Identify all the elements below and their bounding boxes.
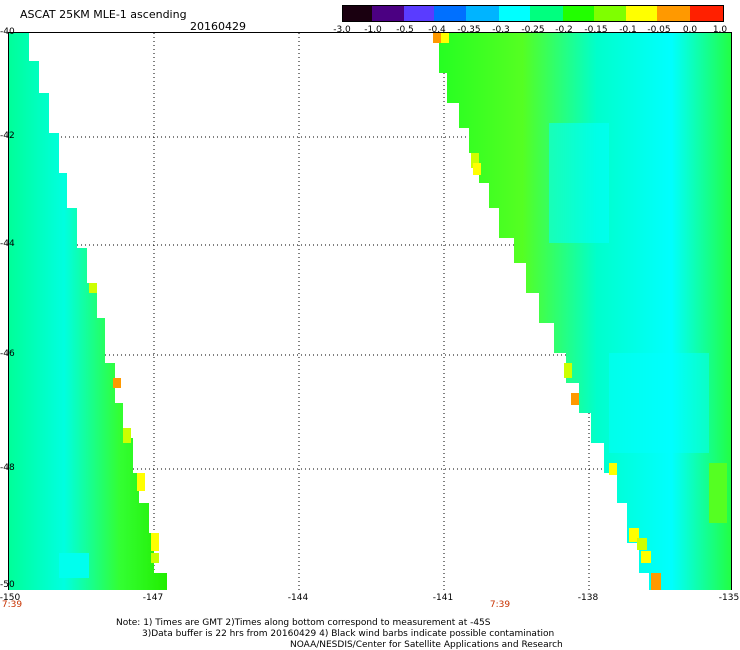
map-plot-area bbox=[8, 32, 732, 590]
colorbar-tick: -3.0 bbox=[333, 25, 351, 35]
colorbar-segment-4 bbox=[434, 6, 466, 21]
lon-label: -150 bbox=[0, 593, 21, 603]
colorbar-tick: -0.2 bbox=[555, 25, 573, 35]
colorbar-segment-10 bbox=[626, 6, 657, 21]
map-title: ASCAT 25KM MLE-1 ascending bbox=[20, 8, 187, 21]
colorbar-segment-12 bbox=[690, 6, 723, 21]
swath-west bbox=[9, 33, 167, 590]
colorbar-tick: -0.4 bbox=[428, 25, 446, 35]
colorbar bbox=[342, 5, 724, 22]
colorbar-tick: -0.15 bbox=[584, 25, 608, 35]
swath-east-highlights bbox=[433, 33, 727, 590]
lon-label: -147 bbox=[142, 593, 164, 603]
swath-east bbox=[433, 33, 731, 590]
colorbar-segment-2 bbox=[372, 6, 404, 21]
lat-label: -46 bbox=[0, 349, 15, 359]
map-date: 20160429 bbox=[190, 20, 246, 33]
colorbar-segment-9 bbox=[594, 6, 626, 21]
footnote-line-1: Note: 1) Times are GMT 2)Times along bot… bbox=[116, 618, 491, 628]
swath-map bbox=[9, 33, 731, 590]
colorbar-tick: -0.35 bbox=[457, 25, 481, 35]
lon-label: -138 bbox=[577, 593, 599, 603]
colorbar-tick: -1.0 bbox=[364, 25, 382, 35]
time-label: 7:39 bbox=[1, 600, 23, 610]
colorbar-tick: -0.25 bbox=[521, 25, 545, 35]
colorbar-tick: -0.05 bbox=[647, 25, 671, 35]
footnote-line-3: NOAA/NESDIS/Center for Satellite Applica… bbox=[290, 640, 563, 650]
lat-label: -40 bbox=[0, 27, 15, 37]
colorbar-tick: -0.5 bbox=[396, 25, 414, 35]
colorbar-segment-6 bbox=[499, 6, 530, 21]
graticule bbox=[9, 33, 731, 590]
footnote-line-2: 3)Data buffer is 22 hrs from 20160429 4)… bbox=[142, 629, 555, 639]
swath-west-highlights bbox=[59, 283, 159, 578]
colorbar-segment-5 bbox=[466, 6, 499, 21]
colorbar-tick: 0.0 bbox=[682, 25, 698, 35]
colorbar-segment-1 bbox=[343, 6, 372, 21]
colorbar-segment-8 bbox=[563, 6, 594, 21]
lon-label: -135 bbox=[718, 593, 740, 603]
colorbar-tick: 1.0 bbox=[712, 25, 728, 35]
colorbar-tick: -0.1 bbox=[619, 25, 637, 35]
lat-label: -44 bbox=[0, 239, 15, 249]
lat-label: -50 bbox=[0, 580, 15, 590]
lon-label: -144 bbox=[287, 593, 309, 603]
colorbar-segment-7 bbox=[530, 6, 563, 21]
colorbar-segment-11 bbox=[657, 6, 690, 21]
colorbar-segment-3 bbox=[404, 6, 434, 21]
time-label: 7:39 bbox=[489, 600, 511, 610]
lat-label: -42 bbox=[0, 131, 15, 141]
colorbar-tick: -0.3 bbox=[492, 25, 510, 35]
lat-label: -48 bbox=[0, 463, 15, 473]
lon-label: -141 bbox=[432, 593, 454, 603]
